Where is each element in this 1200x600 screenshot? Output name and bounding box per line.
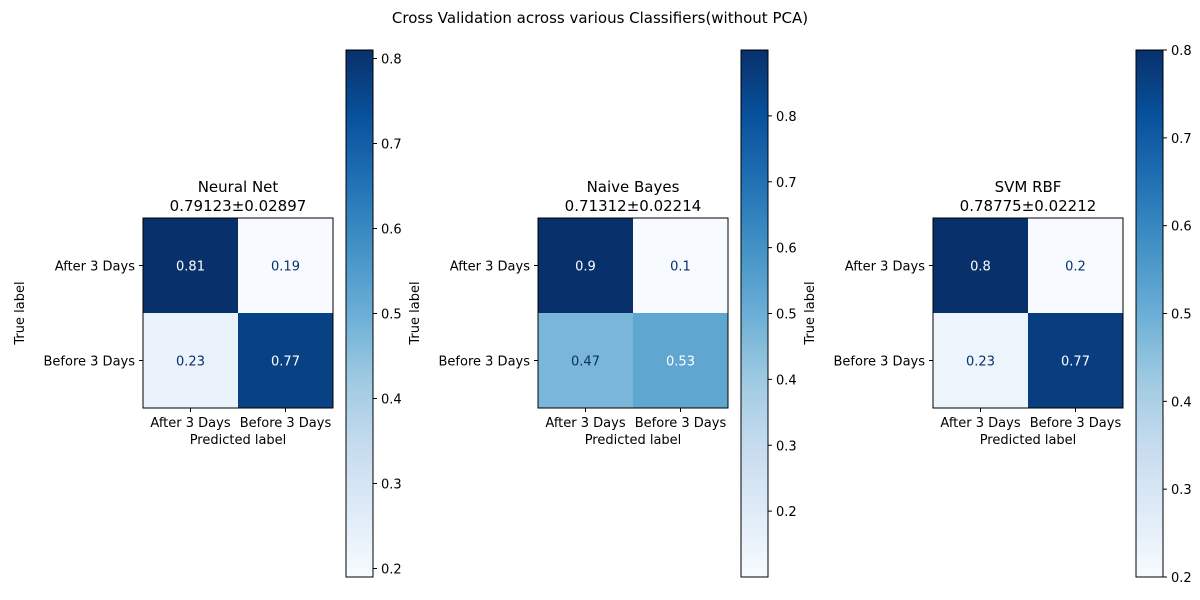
figure-suptitle: Cross Validation across various Classifi… <box>392 9 808 27</box>
y-tick-label: Before 3 Days <box>44 355 136 370</box>
heatmap-cell <box>933 218 1028 313</box>
colorbar-tick-label: 0.8 <box>1171 44 1192 59</box>
x-tick-label: Before 3 Days <box>240 416 332 431</box>
colorbar-tick-label: 0.3 <box>381 478 402 493</box>
heatmap-cell <box>538 313 633 408</box>
cell-value-label: 0.8 <box>970 260 991 275</box>
colorbar <box>740 49 769 578</box>
heatmap-frame <box>537 217 729 409</box>
x-tick-label: After 3 Days <box>150 416 230 431</box>
colorbar-tick-label: 0.7 <box>1171 132 1192 147</box>
colorbar <box>345 49 374 578</box>
cell-value-label: 0.19 <box>271 260 300 275</box>
heatmap-frame <box>932 217 1124 409</box>
colorbar-tick-label: 0.4 <box>381 393 402 408</box>
x-tick-label: Before 3 Days <box>1030 416 1122 431</box>
cell-value-label: 0.77 <box>1061 355 1090 370</box>
cell-value-label: 0.47 <box>571 355 600 370</box>
cell-value-label: 0.1 <box>670 260 691 275</box>
colorbar-tick-label: 0.5 <box>776 308 797 323</box>
panel-score: 0.78775±0.02212 <box>960 197 1097 215</box>
y-tick-label: Before 3 Days <box>834 355 926 370</box>
panel-title: Naive Bayes <box>587 178 680 196</box>
heatmap-cell <box>143 313 238 408</box>
y-tick-label: After 3 Days <box>845 260 925 275</box>
panel-title: SVM RBF <box>995 178 1062 196</box>
colorbar-tick-label: 0.7 <box>381 138 402 153</box>
colorbar-tick-label: 0.5 <box>381 308 402 323</box>
colorbar-tick-label: 0.2 <box>381 563 402 578</box>
colorbar-tick-label: 0.6 <box>381 223 402 238</box>
colorbar-tick-label: 0.7 <box>776 176 797 191</box>
x-axis-label: Predicted label <box>585 433 682 448</box>
y-tick-label: After 3 Days <box>450 260 530 275</box>
heatmap-cell <box>1028 218 1123 313</box>
colorbar <box>1135 49 1164 578</box>
cell-value-label: 0.77 <box>271 355 300 370</box>
y-axis-label: True label <box>803 281 818 345</box>
cell-value-label: 0.81 <box>176 260 205 275</box>
colorbar-tick-label: 0.8 <box>776 110 797 125</box>
heatmap-cell <box>238 218 333 313</box>
x-tick-label: After 3 Days <box>940 416 1020 431</box>
x-tick-label: Before 3 Days <box>635 416 727 431</box>
colorbar-tick-label: 0.5 <box>1171 308 1192 323</box>
panel-score: 0.79123±0.02897 <box>170 197 307 215</box>
cell-value-label: 0.23 <box>966 355 995 370</box>
colorbar-tick-label: 0.6 <box>776 242 797 257</box>
colorbar-tick-label: 0.4 <box>776 373 797 388</box>
heatmap-cell <box>633 313 728 408</box>
heatmap-cell <box>1028 313 1123 408</box>
colorbar-tick-label: 0.3 <box>1171 483 1192 498</box>
y-tick-label: After 3 Days <box>55 260 135 275</box>
cell-value-label: 0.23 <box>176 355 205 370</box>
colorbar-tick-label: 0.3 <box>776 439 797 454</box>
x-axis-label: Predicted label <box>190 433 287 448</box>
colorbar-tick-label: 0.4 <box>1171 395 1192 410</box>
cell-value-label: 0.2 <box>1065 260 1086 275</box>
colorbar-tick-label: 0.2 <box>1171 571 1192 586</box>
cell-value-label: 0.9 <box>575 260 596 275</box>
colorbar-tick-label: 0.6 <box>1171 220 1192 235</box>
cell-value-label: 0.53 <box>666 355 695 370</box>
x-tick-label: After 3 Days <box>545 416 625 431</box>
heatmap-cell <box>633 218 728 313</box>
panel-title: Neural Net <box>198 178 279 196</box>
heatmap-cell <box>143 218 238 313</box>
heatmap-cell <box>238 313 333 408</box>
panel-score: 0.71312±0.02214 <box>565 197 702 215</box>
heatmap-cell <box>538 218 633 313</box>
colorbar-tick-label: 0.8 <box>381 53 402 68</box>
x-axis-label: Predicted label <box>980 433 1077 448</box>
heatmap-frame <box>142 217 334 409</box>
heatmap-cell <box>933 313 1028 408</box>
y-axis-label: True label <box>13 281 28 345</box>
y-tick-label: Before 3 Days <box>439 355 531 370</box>
colorbar-tick-label: 0.2 <box>776 505 797 520</box>
y-axis-label: True label <box>408 281 423 345</box>
